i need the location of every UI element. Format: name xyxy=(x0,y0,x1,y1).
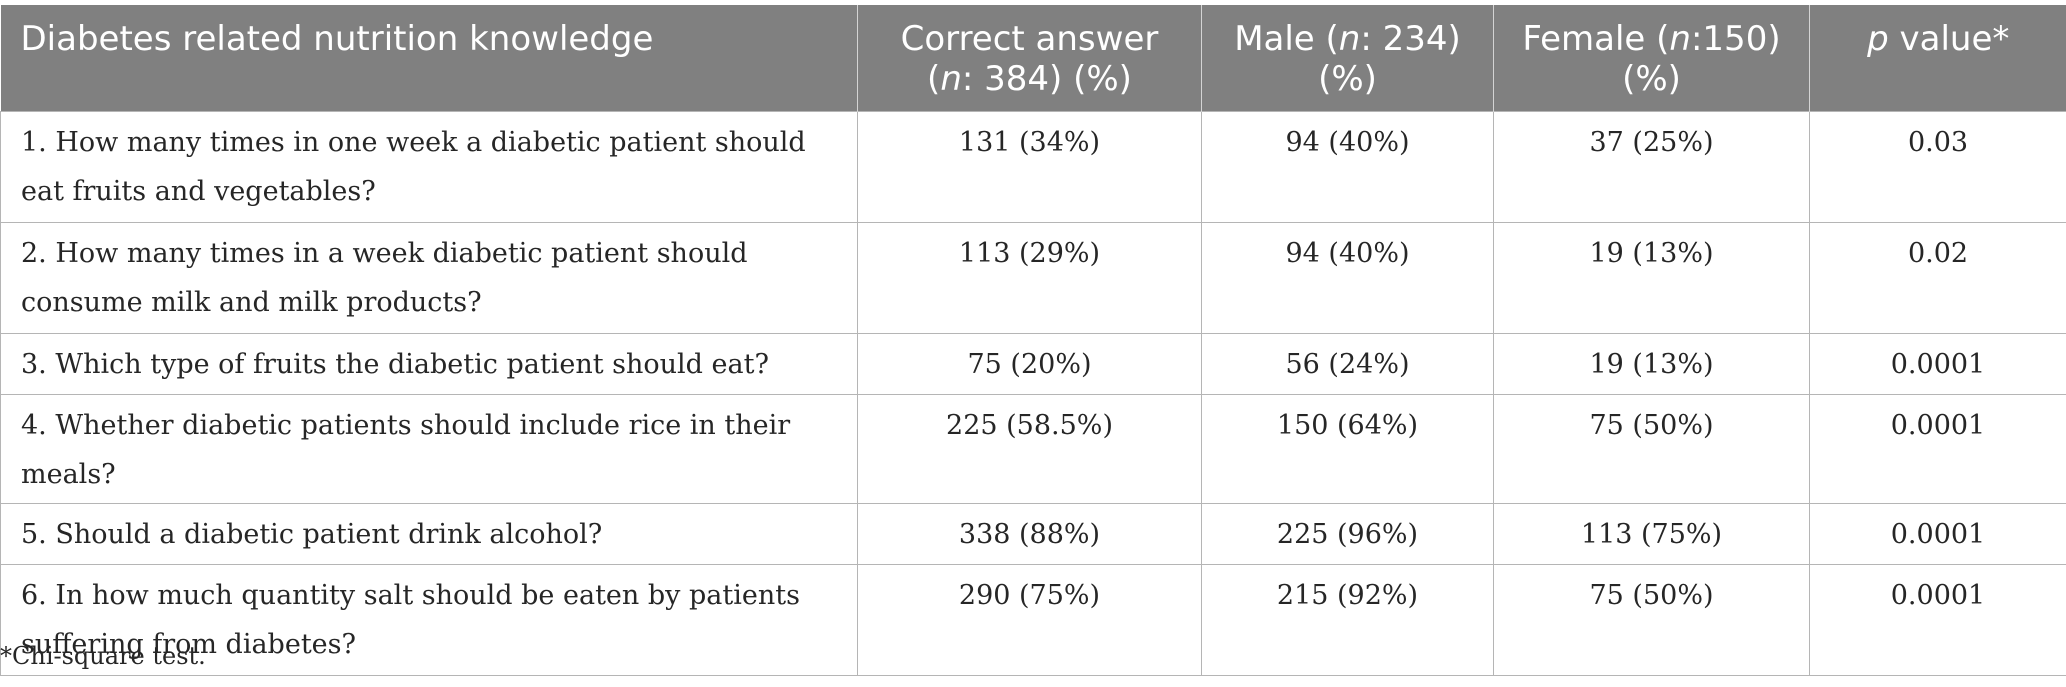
header-male: Male (n: 234) (%) xyxy=(1201,5,1494,112)
header-row: Diabetes related nutrition knowledge Cor… xyxy=(0,5,2066,112)
male-cell: 56 (24%) xyxy=(1201,333,1494,395)
female-cell: 75 (50%) xyxy=(1493,394,1810,504)
female-cell: 75 (50%) xyxy=(1493,564,1810,676)
question-cell: 2. How many times in a week diabetic pat… xyxy=(0,222,858,334)
header-female: Female (n:150) (%) xyxy=(1493,5,1810,112)
correct-cell: 225 (58.5%) xyxy=(857,394,1202,504)
header-p-value: p value* xyxy=(1809,5,2066,112)
correct-cell: 131 (34%) xyxy=(857,111,1202,223)
male-cell: 225 (96%) xyxy=(1201,503,1494,565)
question-cell: 5. Should a diabetic patient drink alcoh… xyxy=(0,503,858,565)
female-cell: 19 (13%) xyxy=(1493,333,1810,395)
table-footnote: *Chi-square test. xyxy=(0,642,206,670)
nutrition-knowledge-table: Diabetes related nutrition knowledge Cor… xyxy=(0,5,2066,676)
male-cell: 94 (40%) xyxy=(1201,111,1494,223)
table-row: 1. How many times in one week a diabetic… xyxy=(0,111,2066,223)
question-cell: 6. In how much quantity salt should be e… xyxy=(0,564,858,676)
question-cell: 4. Whether diabetic patients should incl… xyxy=(0,394,858,504)
table-container: Diabetes related nutrition knowledge Cor… xyxy=(0,5,2066,676)
male-cell: 215 (92%) xyxy=(1201,564,1494,676)
correct-cell: 75 (20%) xyxy=(857,333,1202,395)
table-row: 3. Which type of fruits the diabetic pat… xyxy=(0,333,2066,395)
correct-cell: 113 (29%) xyxy=(857,222,1202,334)
p-value-cell: 0.0001 xyxy=(1809,394,2066,504)
header-correct-answer: Correct answer (n: 384) (%) xyxy=(857,5,1202,112)
table-row: 6. In how much quantity salt should be e… xyxy=(0,564,2066,676)
question-cell: 3. Which type of fruits the diabetic pat… xyxy=(0,333,858,395)
female-cell: 19 (13%) xyxy=(1493,222,1810,334)
header-knowledge: Diabetes related nutrition knowledge xyxy=(0,5,858,112)
p-value-cell: 0.0001 xyxy=(1809,564,2066,676)
male-cell: 94 (40%) xyxy=(1201,222,1494,334)
table-row: 4. Whether diabetic patients should incl… xyxy=(0,394,2066,504)
female-cell: 37 (25%) xyxy=(1493,111,1810,223)
correct-cell: 290 (75%) xyxy=(857,564,1202,676)
p-value-cell: 0.0001 xyxy=(1809,333,2066,395)
female-cell: 113 (75%) xyxy=(1493,503,1810,565)
question-cell: 1. How many times in one week a diabetic… xyxy=(0,111,858,223)
p-value-cell: 0.03 xyxy=(1809,111,2066,223)
male-cell: 150 (64%) xyxy=(1201,394,1494,504)
correct-cell: 338 (88%) xyxy=(857,503,1202,565)
p-value-cell: 0.02 xyxy=(1809,222,2066,334)
table-row: 5. Should a diabetic patient drink alcoh… xyxy=(0,503,2066,565)
p-value-cell: 0.0001 xyxy=(1809,503,2066,565)
table-row: 2. How many times in a week diabetic pat… xyxy=(0,222,2066,334)
